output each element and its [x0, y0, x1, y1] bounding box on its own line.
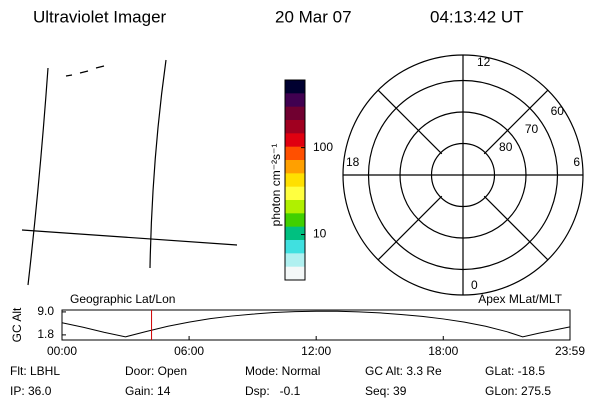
- polar-ring-label: 70: [525, 122, 539, 136]
- polar-ring: [399, 111, 527, 239]
- geo-grid: [21, 59, 238, 286]
- polar-ring: [367, 79, 559, 271]
- polar-ring-label: 60: [551, 104, 565, 118]
- x-tick-label: 18:00: [428, 344, 458, 358]
- mlt-label: 18: [346, 155, 360, 169]
- right-title: Apex MLat/MLT: [478, 292, 562, 306]
- status-field: Mode: Normal: [245, 364, 320, 378]
- date: 20 Mar 07: [275, 7, 352, 26]
- x-tick-label: 12:00: [301, 344, 331, 358]
- polar-spoke: [377, 195, 443, 261]
- x-tick-label: 00:00: [47, 344, 77, 358]
- colorbar-segment: [285, 213, 305, 228]
- colorbar-segment: [285, 173, 305, 188]
- colorbar-tick-label: 100: [313, 140, 333, 154]
- colorbar-segment: [285, 80, 305, 94]
- status-field: GLon: 275.5: [485, 384, 551, 398]
- status-field: Dsp: -0.1: [245, 384, 301, 398]
- time: 04:13:42 UT: [430, 7, 524, 26]
- colorbar-segment: [285, 200, 305, 214]
- mlt-label: 12: [477, 55, 491, 69]
- status-field: Flt: LBHL: [10, 364, 60, 378]
- parallel: [21, 229, 238, 246]
- status-field: Gain: 14: [125, 384, 171, 398]
- colorbar-segment: [285, 146, 305, 161]
- colorbar-segment: [285, 120, 305, 134]
- y-tick-label: 9.0: [37, 304, 54, 318]
- status-field: Door: Open: [125, 364, 187, 378]
- parallel: [65, 65, 105, 77]
- colorbar-segment: [285, 106, 305, 121]
- y-tick-label: 1.8: [37, 327, 54, 341]
- status-field: GLat: -18.5: [485, 364, 545, 378]
- status-field: IP: 36.0: [10, 384, 52, 398]
- colorbar-segment: [285, 240, 305, 254]
- colorbar-tick-label: 10: [313, 227, 327, 241]
- meridian: [149, 59, 167, 269]
- meridian: [27, 67, 49, 286]
- title: Ultraviolet Imager: [33, 7, 167, 26]
- y-axis-label: GC Alt: [10, 307, 24, 342]
- x-tick-label: 06:00: [174, 344, 204, 358]
- polar-spoke: [483, 89, 549, 155]
- colorbar-segment: [285, 186, 305, 201]
- altitude-curve: [61, 310, 571, 338]
- status-field: GC Alt: 3.3 Re: [365, 364, 442, 378]
- polar-spoke: [483, 195, 549, 261]
- colorbar-segment: [285, 226, 305, 241]
- colorbar-segment: [285, 266, 305, 281]
- colorbar-segment: [285, 160, 305, 174]
- polar-spoke: [377, 89, 443, 155]
- colorbar-frame: [284, 79, 306, 281]
- plot-frame: [61, 309, 571, 341]
- left-title: Geographic Lat/Lon: [70, 292, 175, 306]
- mlt-label: 0: [471, 278, 478, 292]
- colorbar-segment: [285, 253, 305, 268]
- colorbar-segment: [285, 133, 305, 148]
- colorbar-segment: [285, 93, 305, 108]
- polar-ring-label: 80: [499, 140, 513, 154]
- mlt-label: 6: [573, 155, 580, 169]
- status-field: Seq: 39: [365, 384, 407, 398]
- polar-ring: [430, 142, 496, 208]
- x-tick-label: 23:59: [555, 344, 585, 358]
- colorbar-label: photon cm⁻²s⁻¹: [269, 144, 283, 227]
